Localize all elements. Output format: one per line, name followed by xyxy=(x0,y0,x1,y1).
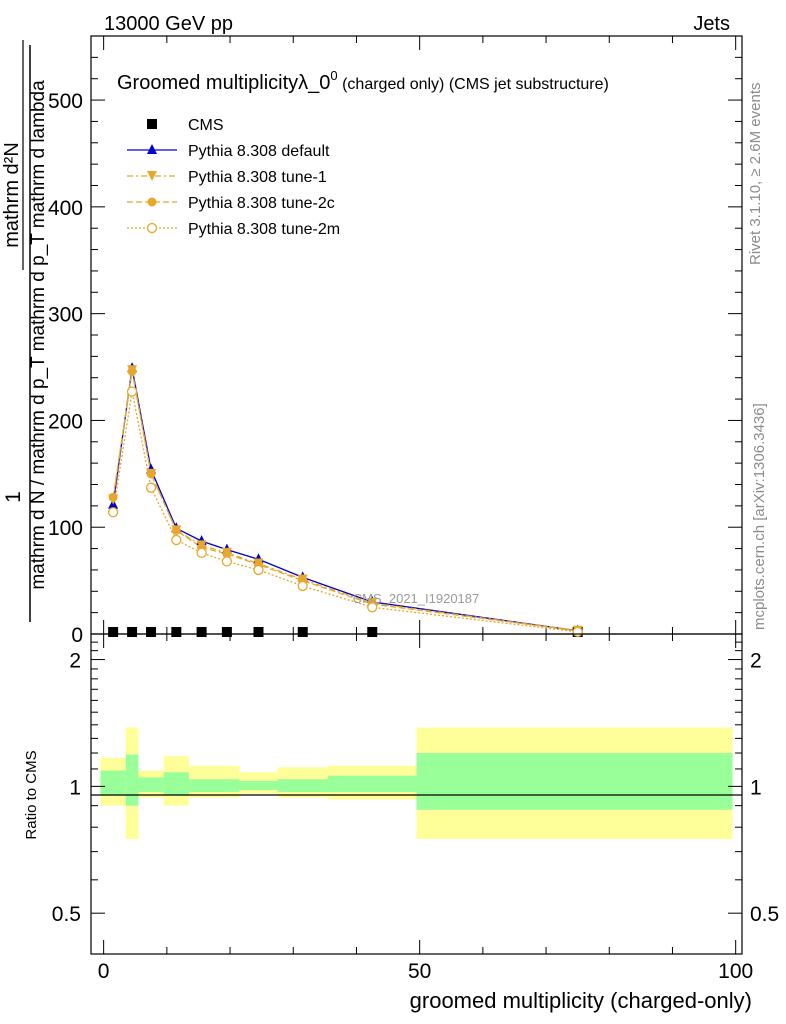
series-line xyxy=(112,391,578,633)
legend-marker xyxy=(147,119,157,129)
header-energy-label: 13000 GeV pp xyxy=(104,13,233,35)
data-point-mc xyxy=(107,507,119,518)
legend-marker xyxy=(147,197,157,207)
data-point-cms xyxy=(171,627,182,637)
ratio-band-green xyxy=(163,772,189,796)
ratio-bands-group xyxy=(100,727,733,840)
ratio-axis-ticks: 0.5 0.5 1 1 2 2 xyxy=(52,641,779,926)
header-category-label: Jets xyxy=(693,13,730,35)
series-line xyxy=(112,367,578,632)
ratio-y-axis-label: Ratio to CMS xyxy=(23,750,40,839)
data-point-cms xyxy=(253,627,264,637)
legend-entry-label: Pythia 8.308 tune-1 xyxy=(188,169,327,186)
ratio-tick-label-right: 2 xyxy=(750,650,762,673)
series-line xyxy=(112,371,578,632)
data-point-cms xyxy=(367,627,378,637)
legend: CMS Pythia 8.308 default Pythia 8.308 tune… xyxy=(127,117,340,238)
data-point-mc xyxy=(222,549,232,559)
ratio-band-green xyxy=(138,777,164,792)
legend-entry-label: Pythia 8.308 tune-2m xyxy=(188,221,340,238)
ratio-band-green xyxy=(328,775,417,792)
data-point-cms xyxy=(221,627,232,637)
x-axis-ticks: 0 50 100 xyxy=(98,634,753,983)
data-point-mc xyxy=(572,626,583,638)
data-point-cms xyxy=(127,627,138,637)
y-tick-label: 200 xyxy=(48,410,83,433)
data-point-mc xyxy=(126,386,138,397)
data-point-mc xyxy=(253,564,264,576)
data-point-mc xyxy=(367,602,378,613)
y-label-numerator: mathrm d²N xyxy=(1,142,23,248)
legend-marker xyxy=(147,171,157,181)
main-y-axis-label: 1 mathrm d²N mathrm d N / mathrm d p_T m… xyxy=(1,40,49,622)
data-point-mc xyxy=(171,534,182,546)
data-point-cms xyxy=(108,627,119,637)
x-tick-label: 100 xyxy=(718,960,753,983)
legend-entry-label: Pythia 8.308 default xyxy=(188,143,330,160)
rivet-info-label: Rivet 3.1.10, ≥ 2.6M events xyxy=(747,83,764,266)
ratio-band-green xyxy=(239,780,278,791)
y-tick-label: 100 xyxy=(48,517,83,540)
data-point-mc xyxy=(196,547,207,558)
data-point-mc xyxy=(145,482,157,493)
analysis-watermark: CMS_2021_I1920187 xyxy=(353,591,480,606)
legend-marker xyxy=(147,144,157,154)
legend-entry-label: CMS xyxy=(188,117,224,134)
data-point-mc xyxy=(297,580,308,592)
data-point-mc xyxy=(108,492,118,502)
data-point-mc xyxy=(171,525,181,535)
data-point-mc xyxy=(146,469,156,479)
data-point-cms xyxy=(297,627,308,637)
x-tick-label: 0 xyxy=(98,960,110,983)
x-axis-label: groomed multiplicity (charged-only) xyxy=(410,988,752,1013)
chart-title-main: Groomed multiplicityλ_0 xyxy=(117,72,330,94)
ratio-band-green xyxy=(125,754,139,806)
ratio-band-green xyxy=(416,753,733,810)
ratio-tick-label-right: 0.5 xyxy=(750,903,779,926)
y-label-denominator: mathrm d N / mathrm d p_T mathrm d p_T m… xyxy=(28,80,49,590)
y-tick-label: 400 xyxy=(48,197,83,220)
y-tick-label: 0 xyxy=(71,624,83,647)
ratio-band-green xyxy=(277,779,329,792)
ratio-tick-label: 2 xyxy=(69,650,81,673)
y-tick-label: 300 xyxy=(48,304,83,327)
main-series-group xyxy=(107,362,583,638)
data-point-cms xyxy=(146,627,157,637)
y-tick-label: 500 xyxy=(48,90,83,113)
ratio-tick-label: 1 xyxy=(69,776,81,799)
ratio-tick-label: 0.5 xyxy=(52,903,81,926)
y-label-one: 1 xyxy=(2,491,25,503)
data-point-cms xyxy=(196,627,207,637)
mcplots-info-label: mcplots.cern.ch [arXiv:1306.3436] xyxy=(751,403,768,630)
legend-entry-label: Pythia 8.308 tune-2c xyxy=(188,195,335,212)
series-line xyxy=(112,370,578,632)
ratio-tick-label-right: 1 xyxy=(750,776,762,799)
legend-marker xyxy=(146,222,158,234)
x-tick-label: 50 xyxy=(408,960,431,983)
ratio-band-green xyxy=(100,770,126,796)
ratio-plot-frame xyxy=(90,633,743,955)
chart-title-suffix: (charged only) (CMS jet substructure) xyxy=(338,76,609,93)
chart-title: Groomed multiplicityλ_00 (charged only) … xyxy=(117,68,609,94)
data-point-mc xyxy=(221,556,233,567)
chart-title-sup: 0 xyxy=(330,68,337,83)
ratio-band-green xyxy=(188,779,240,792)
data-point-mc xyxy=(127,366,137,376)
